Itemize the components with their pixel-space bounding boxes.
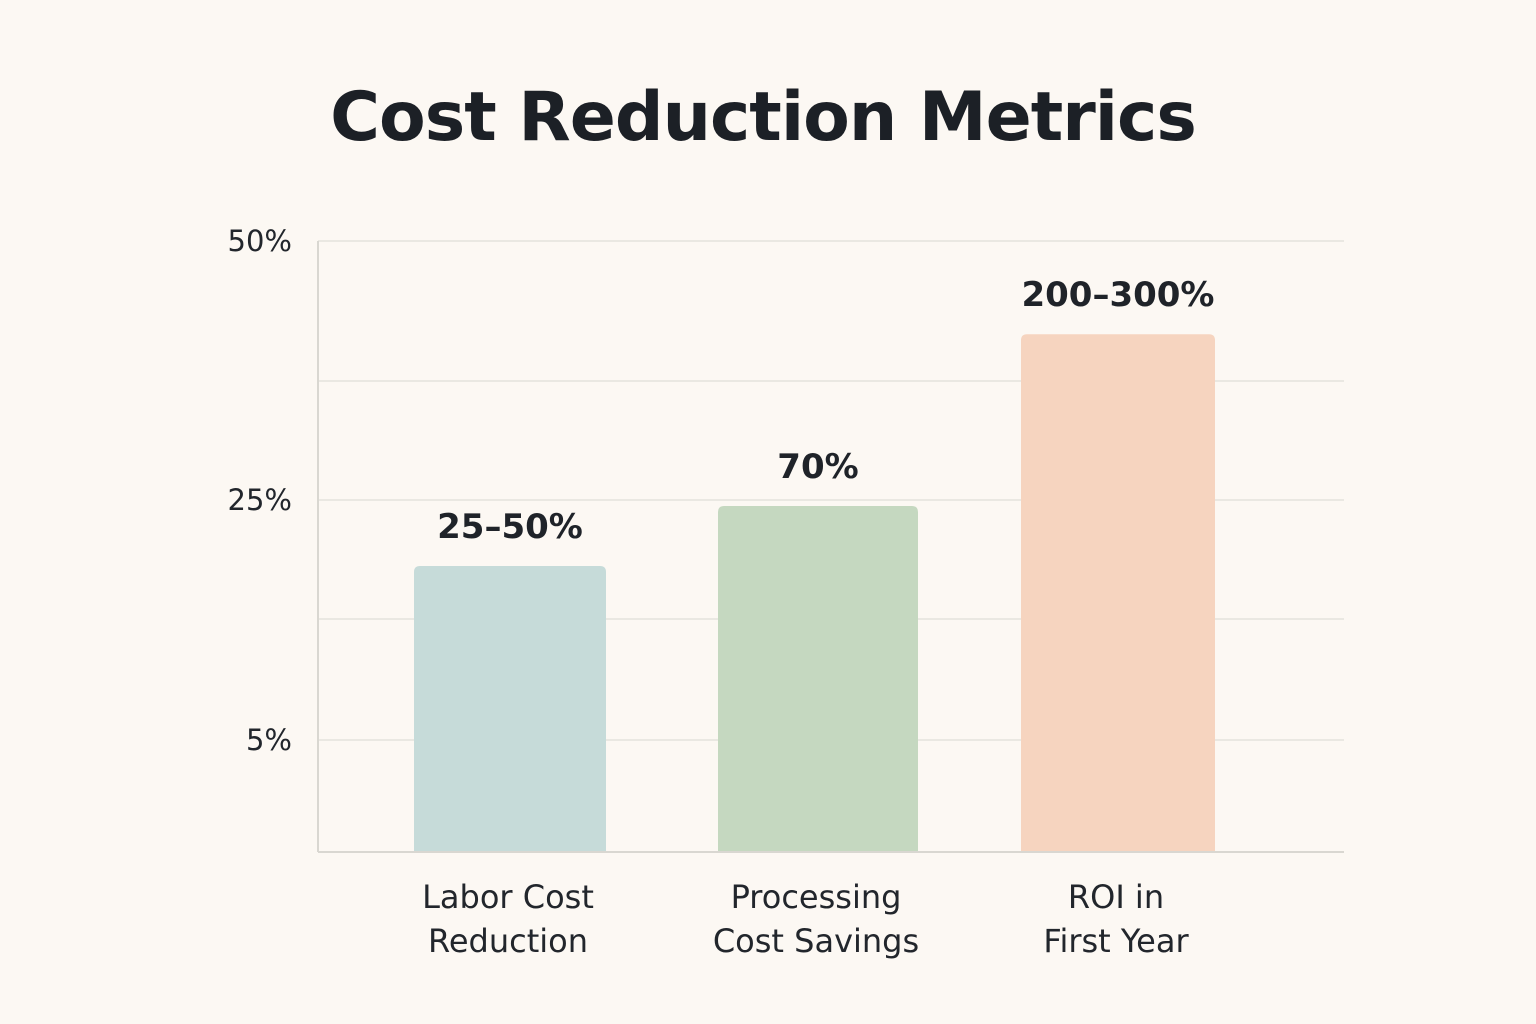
chart-title: Cost Reduction Metrics — [330, 78, 1197, 157]
data-label-3: 200–300% — [1021, 275, 1214, 315]
data-label-2: 70% — [777, 447, 858, 487]
category-label: Reduction — [428, 922, 588, 960]
data-label-1: 25–50% — [437, 507, 583, 547]
category-label: Processing — [731, 878, 902, 916]
category-labels: Labor Cost Reduction Processing Cost Saving… — [422, 878, 1189, 960]
bars — [414, 334, 1215, 852]
bar-2 — [718, 506, 918, 852]
category-label: Labor Cost — [422, 878, 594, 916]
category-label: ROI in — [1068, 878, 1164, 916]
y-tick-label: 50% — [228, 224, 292, 258]
data-labels: 25–50% 70% 200–300% — [437, 275, 1214, 547]
y-tick-label: 5% — [246, 723, 292, 757]
y-axis-ticks: 50% 25% 5% — [228, 224, 292, 757]
bar-3 — [1021, 334, 1215, 852]
y-tick-label: 25% — [228, 483, 292, 517]
x-axis — [317, 241, 1344, 853]
bar-1 — [414, 566, 606, 852]
category-label: First Year — [1043, 922, 1189, 960]
category-label: Cost Savings — [713, 922, 919, 960]
